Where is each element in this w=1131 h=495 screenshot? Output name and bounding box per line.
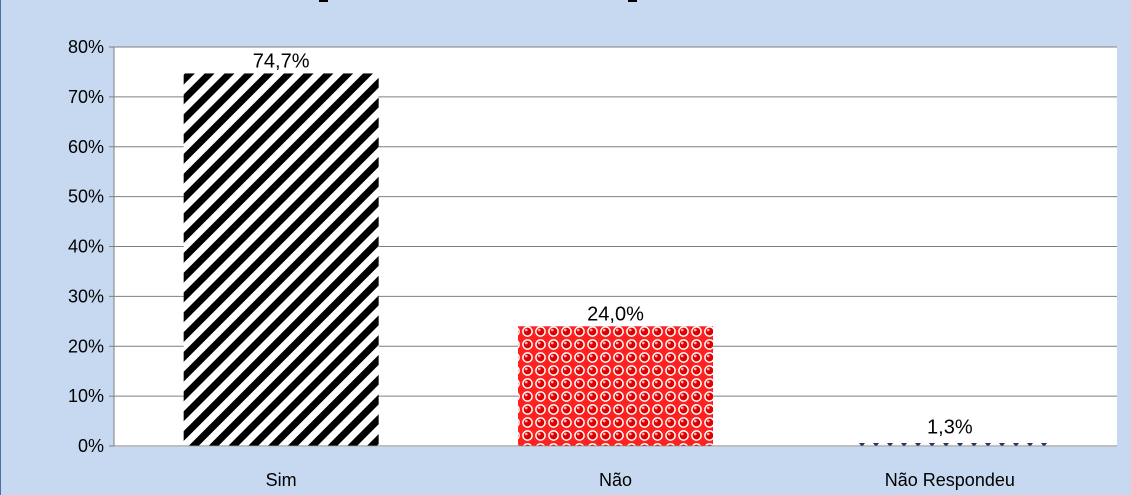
- x-category-label: Não: [599, 470, 632, 490]
- y-axis-ticks: 0% 10% 20% 30% 40% 50% 60% 70% 80%: [68, 37, 114, 456]
- bar-sim: [183, 73, 379, 446]
- x-category-label: Sim: [266, 470, 297, 490]
- data-label: 74,7%: [253, 50, 310, 72]
- y-tick-label: 70%: [68, 87, 104, 107]
- y-tick-label: 80%: [68, 37, 104, 57]
- y-tick-label: 60%: [68, 137, 104, 157]
- data-label: 1,3%: [927, 417, 973, 439]
- y-tick-label: 40%: [68, 237, 104, 257]
- x-axis-labels: Sim Não Não Respondeu: [266, 470, 1015, 490]
- y-tick-label: 0%: [78, 436, 104, 456]
- x-category-label: Não Respondeu: [885, 470, 1015, 490]
- y-tick-label: 20%: [68, 336, 104, 356]
- data-label: 24,0%: [587, 303, 644, 325]
- bar-n-o-respondeu: [852, 439, 1048, 446]
- y-tick-label: 50%: [68, 187, 104, 207]
- bar-n-o: [518, 326, 713, 446]
- y-tick-label: 10%: [68, 386, 104, 406]
- data-labels: 74,7% 24,0% 1,3%: [253, 50, 973, 438]
- y-tick-label: 30%: [68, 286, 104, 306]
- bars: [183, 73, 1048, 446]
